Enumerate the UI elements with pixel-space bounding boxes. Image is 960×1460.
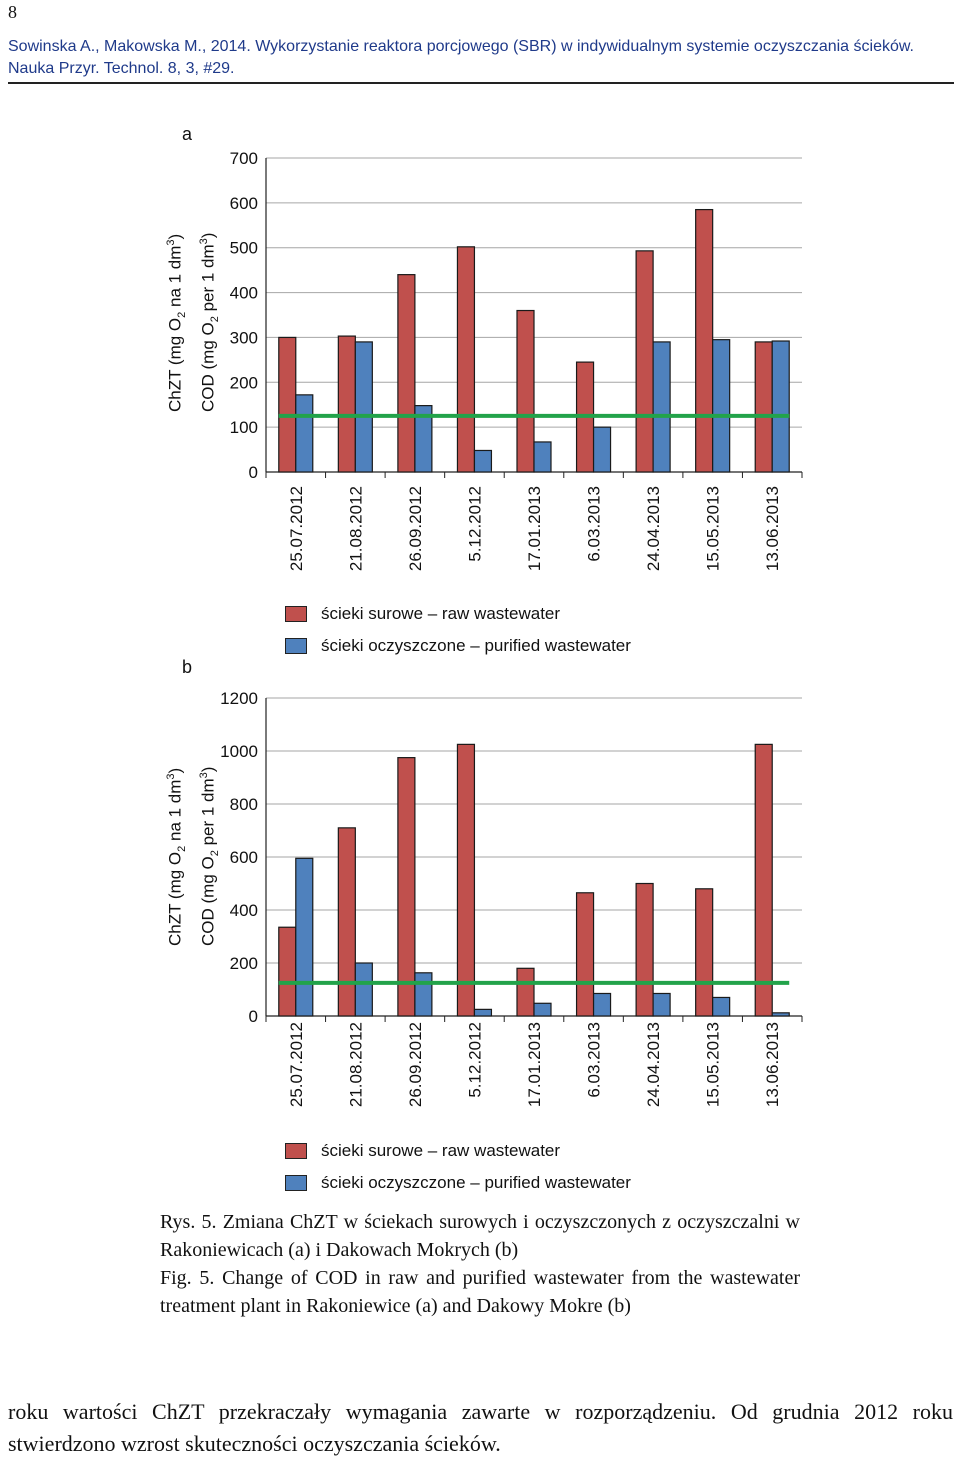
y-tick-label: 1200 [220, 689, 258, 708]
x-tick-label: 24.04.2013 [644, 486, 663, 571]
bar-purified [414, 972, 433, 1017]
y-tick-label: 200 [230, 954, 258, 973]
bar-purified [354, 341, 373, 473]
x-tick-label: 26.09.2012 [406, 486, 425, 571]
caption-pl: Rys. 5. Zmiana ChZT w ściekach surowych … [160, 1211, 800, 1261]
x-tick-label: 13.06.2013 [763, 486, 782, 571]
bar-raw [575, 892, 595, 1017]
caption-en: Fig. 5. Change of COD in raw and purifie… [160, 1267, 800, 1317]
bar-raw [456, 743, 476, 1017]
legend-label-raw: ścieki surowe – raw wastewater [321, 1141, 561, 1160]
panel-label-a: a [182, 124, 193, 144]
citation: Sowinska A., Makowska M., 2014. Wykorzys… [8, 38, 914, 77]
bar-raw [516, 309, 535, 473]
y-tick-label: 500 [230, 239, 258, 258]
legend-swatch-purified [285, 1175, 307, 1191]
bar-purified [295, 394, 314, 473]
bar-purified [771, 340, 790, 473]
x-tick-label: 15.05.2013 [704, 486, 723, 571]
legend-item-raw: ścieki surowe – raw wastewater [285, 1135, 631, 1167]
x-tick-label: 25.07.2012 [287, 486, 306, 571]
figure-caption: Rys. 5. Zmiana ChZT w ściekach surowych … [160, 1208, 800, 1320]
legend-swatch-raw [285, 606, 307, 622]
body-text: roku wartości ChZT przekraczały wymagani… [8, 1399, 953, 1456]
bar-raw [337, 335, 356, 473]
y-tick-label: 1000 [220, 742, 258, 761]
bar-raw [695, 888, 714, 1017]
bar-raw [635, 882, 654, 1017]
bar-purified [592, 992, 612, 1017]
legend-item-raw: ścieki surowe – raw wastewater [285, 598, 631, 630]
x-tick-label: 6.03.2013 [585, 1022, 604, 1098]
x-tick-label: 6.03.2013 [585, 486, 604, 562]
bar-purified [414, 405, 433, 473]
legend-a: ścieki surowe – raw wastewater ścieki oc… [285, 598, 631, 662]
bar-raw [754, 341, 773, 473]
x-tick-label: 5.12.2012 [465, 486, 484, 562]
legend-label-purified: ścieki oczyszczone – purified wastewater [321, 1173, 631, 1192]
bar-purified [712, 339, 731, 473]
bar-purified [533, 441, 552, 473]
legend-label-raw: ścieki surowe – raw wastewater [321, 604, 561, 623]
bar-purified [533, 1002, 552, 1017]
bar-raw [754, 743, 773, 1017]
legend-item-purified: ścieki oczyszczone – purified wastewater [285, 1167, 631, 1199]
bar-purified [652, 992, 671, 1017]
x-tick-label: 26.09.2012 [406, 1022, 425, 1107]
x-tick-label: 17.01.2013 [525, 1022, 544, 1107]
page-number: 8 [8, 2, 17, 22]
legend-label-purified: ścieki oczyszczone – purified wastewater [321, 636, 631, 655]
header-rule [8, 82, 954, 84]
bar-raw [397, 274, 416, 473]
y-tick-label: 100 [230, 418, 258, 437]
y-tick-label: 0 [249, 463, 258, 482]
x-tick-label: 24.04.2013 [644, 1022, 663, 1107]
bar-raw [516, 967, 535, 1017]
bar-purified [712, 996, 731, 1017]
legend-swatch-raw [285, 1143, 307, 1159]
y-tick-label: 200 [230, 373, 258, 392]
y-tick-label: 400 [230, 284, 258, 303]
bar-raw [635, 250, 654, 473]
x-tick-label: 5.12.2012 [465, 1022, 484, 1098]
legend-b: ścieki surowe – raw wastewater ścieki oc… [285, 1135, 631, 1199]
bar-purified [592, 426, 612, 473]
y-tick-label: 600 [230, 194, 258, 213]
bar-raw [397, 757, 416, 1017]
y-tick-label: 800 [230, 795, 258, 814]
x-tick-label: 25.07.2012 [287, 1022, 306, 1107]
bar-purified [652, 341, 671, 473]
bar-purified [354, 962, 373, 1017]
bar-purified [295, 857, 314, 1017]
x-tick-label: 15.05.2013 [704, 1022, 723, 1107]
bar-raw [456, 246, 476, 473]
bar-raw [337, 827, 356, 1017]
bar-raw [695, 208, 714, 473]
y-tick-label: 300 [230, 328, 258, 347]
y-tick-label: 0 [249, 1007, 258, 1026]
bar-raw [278, 336, 297, 473]
x-tick-label: 13.06.2013 [763, 1022, 782, 1107]
y-tick-label: 700 [230, 149, 258, 168]
x-tick-label: 17.01.2013 [525, 486, 544, 571]
legend-item-purified: ścieki oczyszczone – purified wastewater [285, 630, 631, 662]
y-tick-label: 400 [230, 901, 258, 920]
bar-purified [771, 1012, 790, 1017]
y-tick-label: 600 [230, 848, 258, 867]
x-tick-label: 21.08.2012 [346, 486, 365, 571]
bar-raw [278, 926, 297, 1017]
bar-purified [473, 449, 493, 473]
x-tick-label: 21.08.2012 [346, 1022, 365, 1107]
bar-purified [473, 1008, 493, 1017]
panel-label-b: b [182, 657, 193, 677]
legend-swatch-purified [285, 638, 307, 654]
